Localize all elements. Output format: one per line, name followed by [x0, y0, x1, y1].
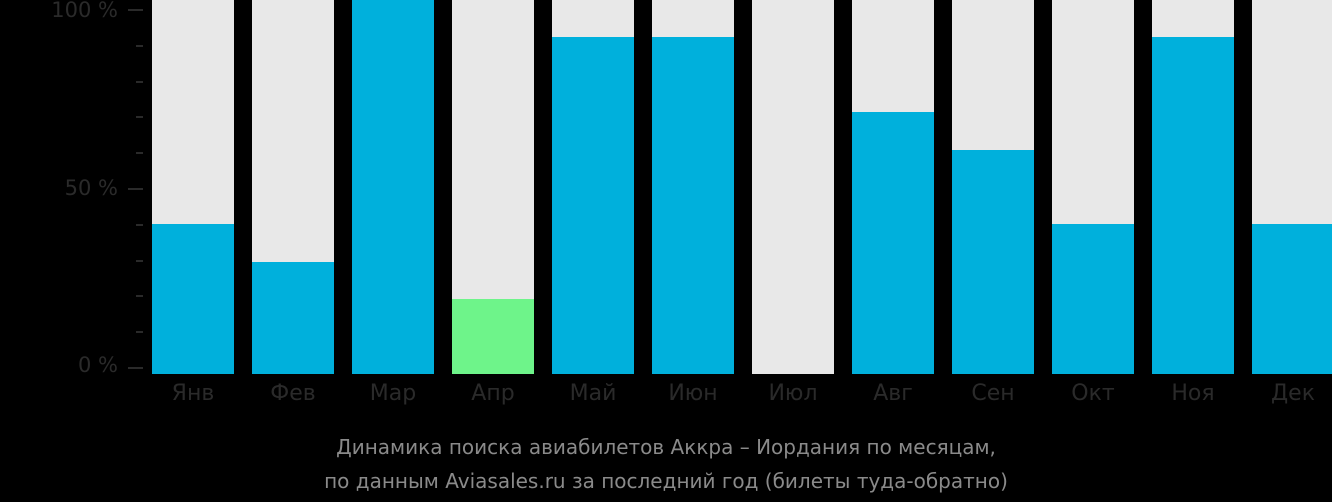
- x-label: Авг: [873, 381, 913, 406]
- major-tick: [128, 9, 143, 11]
- x-label: Сен: [971, 381, 1015, 406]
- bar-8: [952, 0, 1034, 374]
- bar-9: [1052, 0, 1134, 374]
- bar-fill: [252, 261, 334, 374]
- minor-tick: [136, 44, 143, 47]
- x-label: Июл: [768, 381, 818, 406]
- x-label: Ноя: [1171, 381, 1215, 406]
- x-label: Апр: [471, 381, 515, 406]
- bar-fill: [1252, 224, 1332, 374]
- minor-tick: [136, 223, 143, 226]
- minor-tick: [136, 259, 143, 262]
- chart-caption: Динамика поиска авиабилетов Аккра – Иорд…: [0, 430, 1332, 498]
- minor-tick: [136, 331, 143, 334]
- bar-area: [152, 0, 1332, 374]
- caption-line-1: Динамика поиска авиабилетов Аккра – Иорд…: [336, 435, 996, 459]
- bar-6: [752, 0, 834, 374]
- bar-2: [352, 0, 434, 374]
- major-tick: [128, 367, 143, 369]
- bar-7: [852, 0, 934, 374]
- bar-fill: [552, 37, 634, 374]
- bar-10: [1152, 0, 1234, 374]
- bar-0: [152, 0, 234, 374]
- x-label: Янв: [171, 381, 215, 406]
- minor-tick: [136, 80, 143, 83]
- bar-fill: [852, 112, 934, 374]
- x-label: Окт: [1071, 381, 1115, 406]
- x-label: Мар: [369, 381, 417, 406]
- y-label-100: 100 %: [51, 0, 118, 22]
- bar-fill: [952, 149, 1034, 374]
- bar-3: [452, 0, 534, 374]
- bar-fill: [652, 37, 734, 374]
- y-axis: 100 % 50 % 0 %: [0, 0, 150, 380]
- bar-fill: [152, 224, 234, 374]
- caption-line-2: по данным Aviasales.ru за последний год …: [324, 469, 1008, 493]
- bar-fill: [1052, 224, 1134, 374]
- y-label-0: 0 %: [78, 353, 118, 377]
- bar-4: [552, 0, 634, 374]
- x-label: Май: [569, 381, 617, 406]
- minor-tick: [136, 295, 143, 298]
- bar-fill: [352, 0, 434, 374]
- bar-fill: [1152, 37, 1234, 374]
- x-label: Фев: [270, 381, 316, 406]
- bar-1: [252, 0, 334, 374]
- minor-tick: [136, 116, 143, 119]
- minor-tick: [136, 152, 143, 155]
- major-tick: [128, 188, 143, 190]
- x-label: Июн: [668, 381, 718, 406]
- x-label: Дек: [1270, 381, 1315, 406]
- bar-5: [652, 0, 734, 374]
- y-label-50: 50 %: [64, 176, 118, 200]
- bar-11: [1252, 0, 1332, 374]
- bar-fill: [452, 299, 534, 374]
